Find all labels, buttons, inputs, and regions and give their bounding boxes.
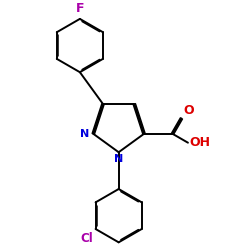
Text: F: F <box>76 2 84 15</box>
Text: O: O <box>183 104 194 117</box>
Text: Cl: Cl <box>80 232 93 244</box>
Text: N: N <box>80 129 90 139</box>
Text: N: N <box>114 154 123 164</box>
Text: OH: OH <box>190 136 211 149</box>
